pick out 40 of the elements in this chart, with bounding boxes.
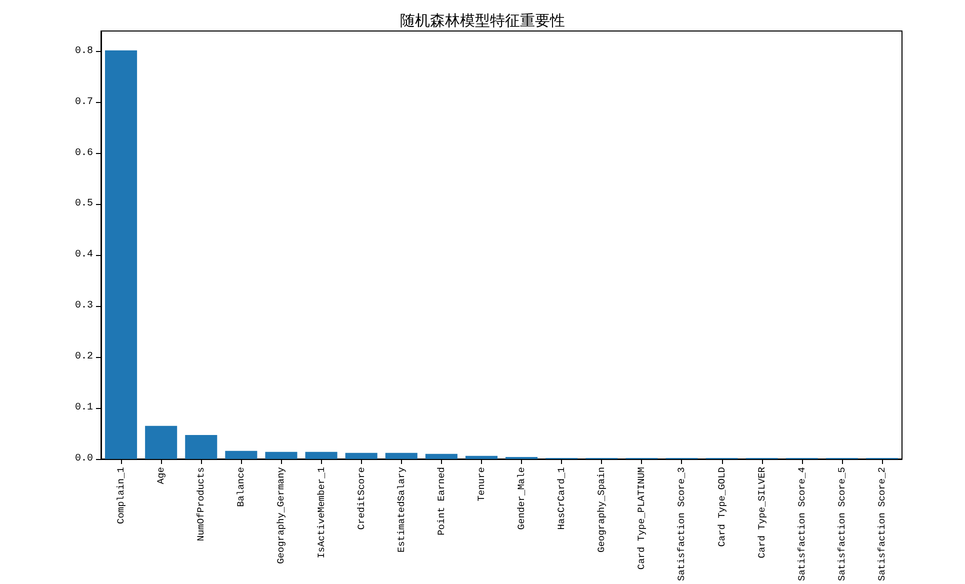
bar — [305, 452, 338, 459]
x-tick-label: Point Earned — [436, 466, 447, 536]
x-tick-label: Tenure — [476, 466, 487, 502]
x-tick-label: Complain_1 — [116, 466, 127, 524]
x-tick-label: EstimatedSalary — [396, 466, 407, 552]
x-tick-label: Geography_Germany — [276, 466, 287, 564]
y-tick-label: 0.7 — [74, 96, 93, 108]
x-tick-label: Satisfaction Score_3 — [676, 466, 688, 582]
y-tick-label: 0.4 — [74, 250, 93, 261]
x-tick-label: HasCrCard_1 — [556, 466, 568, 530]
y-tick-label: 0.6 — [74, 148, 93, 159]
y-tick-label: 0.3 — [74, 300, 93, 312]
x-tick-label: Satisfaction Score_5 — [836, 466, 848, 582]
x-tick-label: CreditScore — [356, 466, 367, 530]
bar — [345, 452, 378, 459]
y-tick-label: 0.8 — [74, 46, 93, 57]
bar — [265, 452, 298, 459]
x-tick-label: Geography_Spain — [596, 466, 608, 552]
y-tick-label: 0.1 — [74, 402, 93, 414]
bar — [465, 456, 498, 459]
x-tick-label: Card Type_PLATINUM — [636, 466, 648, 570]
x-tick-label: Satisfaction Score_4 — [796, 466, 808, 582]
y-tick-label: 0.0 — [74, 453, 93, 464]
bar — [225, 450, 258, 459]
x-tick-label: Satisfaction Score_2 — [876, 466, 888, 582]
bar — [105, 50, 138, 459]
x-tick-label: Gender_Male — [516, 466, 528, 530]
bar — [385, 452, 418, 459]
x-tick-label: Age — [156, 466, 167, 484]
y-tick-label: 0.2 — [74, 352, 93, 363]
bar — [185, 435, 218, 459]
bar — [425, 454, 458, 459]
x-tick-label: NumOfProducts — [196, 466, 207, 542]
x-tick-label: Balance — [236, 466, 247, 507]
chart-title: 随机森林模型特征重要性 — [400, 12, 565, 30]
x-tick-label: Card Type_SILVER — [756, 466, 768, 558]
y-tick-label: 0.5 — [74, 198, 93, 210]
x-tick-label: Card Type_GOLD — [716, 466, 728, 547]
x-tick-label: IsActiveMember_1 — [316, 466, 327, 558]
bar — [145, 426, 178, 459]
